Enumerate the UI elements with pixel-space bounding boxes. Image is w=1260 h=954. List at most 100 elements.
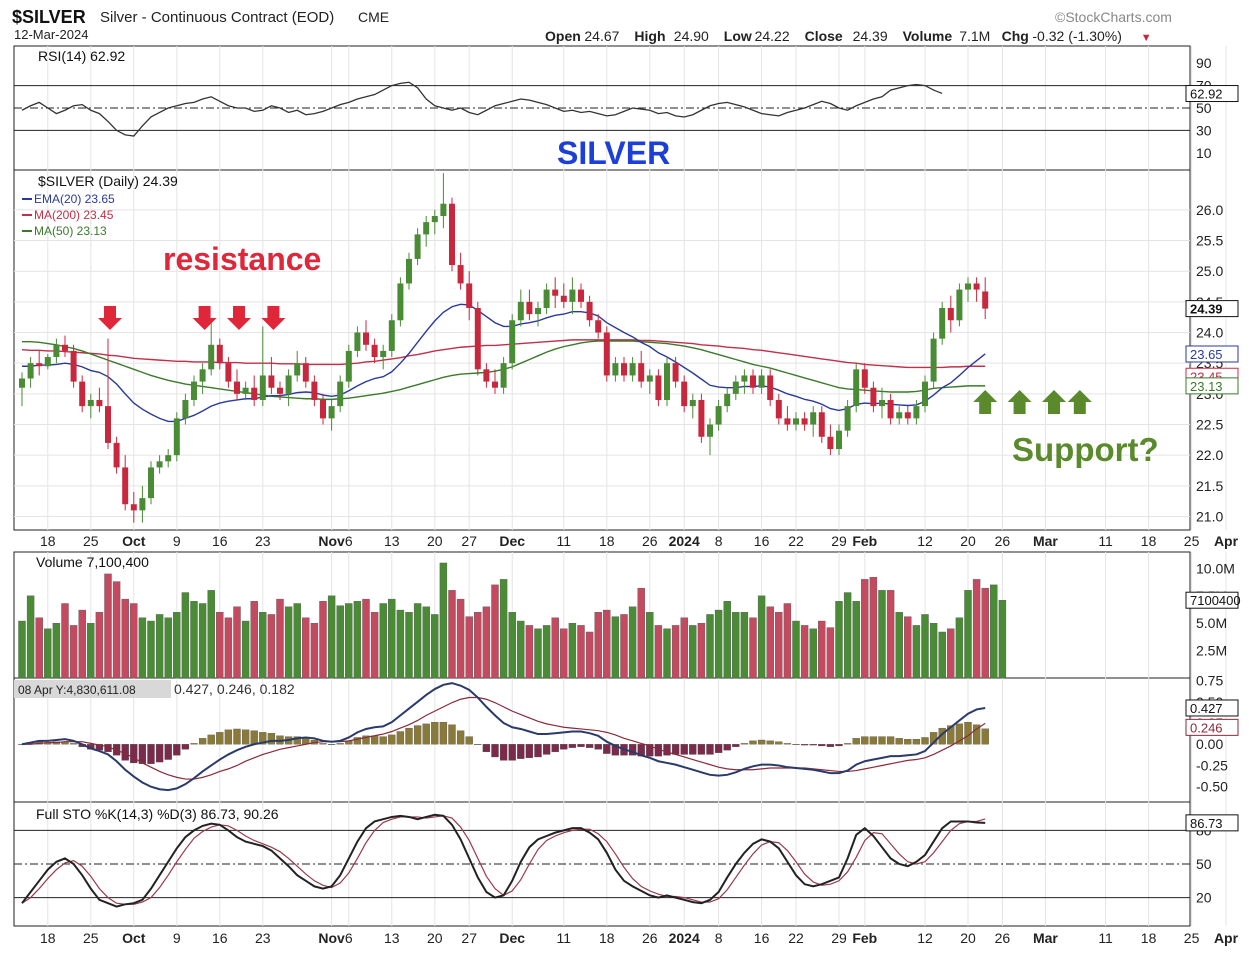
volume-bar [671, 625, 680, 679]
candle-body [638, 363, 645, 382]
volume-bar [534, 628, 542, 679]
volume-bar [138, 617, 147, 679]
candle-body [578, 289, 584, 302]
x-tick-label: Feb [852, 533, 877, 549]
exchange-text: CME [358, 9, 389, 25]
candle-body [913, 406, 920, 419]
volume-bar [26, 595, 35, 679]
stochastic-title: Full STO %K(14,3) %D(3) 86.73, 90.26 [36, 806, 279, 822]
volume-bar [886, 590, 895, 679]
candle-body [320, 399, 326, 419]
candle-body [302, 363, 309, 382]
candle-body [354, 332, 361, 351]
rsi-tick-label: 10 [1196, 145, 1212, 161]
candle-body [973, 283, 980, 290]
x-tick-label: 11 [557, 930, 572, 946]
volume-bar [370, 612, 379, 679]
candle-body [724, 393, 731, 407]
candle-body [139, 498, 146, 511]
candle-body [586, 301, 593, 321]
rsi-title: RSI(14) 62.92 [38, 48, 125, 64]
macd-histogram-bar [499, 744, 508, 761]
candle-body [750, 375, 756, 388]
volume-bar [714, 609, 723, 679]
price-title: $SILVER (Daily) 24.39 [38, 173, 178, 189]
candle-body [199, 369, 206, 382]
volume-bar [972, 579, 981, 679]
x-tick-label: 20 [427, 533, 443, 549]
volume-bar [173, 612, 181, 679]
volume-bar [422, 606, 430, 679]
candle-body [698, 399, 705, 437]
volume-title: Volume 7,100,400 [36, 554, 149, 570]
candle-body [268, 375, 275, 388]
candle-body [603, 332, 610, 376]
x-tick-label: 16 [754, 930, 770, 946]
x-tick-label: 26 [642, 930, 658, 946]
x-tick-label: 8 [715, 533, 723, 549]
x-tick-label: 18 [599, 533, 615, 549]
candle-body [87, 399, 94, 407]
macd-histogram-bar [921, 737, 929, 745]
x-tick-label: 18 [599, 930, 615, 946]
candle-body [44, 357, 51, 367]
macd-histogram-bar [241, 729, 250, 745]
rsi-tick-label: 30 [1196, 122, 1212, 138]
candle-body [380, 350, 387, 358]
stat-value-close: 24.39 [853, 28, 888, 44]
silver-label: SILVER [557, 135, 670, 171]
ma50-flag: 23.13 [1190, 379, 1223, 394]
volume-bar [310, 623, 319, 679]
volume-bar [749, 617, 757, 679]
volume-tick-label: 5.0M [1196, 615, 1227, 631]
candle-body [165, 455, 172, 462]
volume-bar [233, 606, 241, 679]
x-tick-label: 23 [255, 930, 271, 946]
volume-bar [405, 612, 413, 679]
stat-label-low: Low [724, 28, 752, 44]
candle-body [130, 504, 137, 511]
candle-body [879, 399, 885, 407]
candle-body [922, 381, 928, 407]
candle-body [947, 307, 954, 321]
candle-body [79, 381, 86, 407]
candle-body [793, 418, 799, 425]
macd-histogram-bar [886, 736, 895, 745]
x-tick-label: 20 [960, 930, 976, 946]
support-arrow-icon [1067, 390, 1092, 414]
candle-body [664, 363, 670, 400]
candle-body [767, 375, 774, 400]
macd-histogram-bar [680, 744, 688, 755]
watermark: ©StockCharts.com [1055, 9, 1172, 25]
price-tick-label: 26.0 [1196, 202, 1223, 218]
x-tick-label: 23 [255, 533, 271, 549]
macd-histogram-bar [267, 733, 276, 745]
volume-bar [87, 623, 95, 679]
macd-line [21, 682, 986, 792]
stat-value-high: 24.90 [674, 28, 709, 44]
macd-histogram-bar [431, 722, 439, 745]
volume-bar [224, 617, 233, 679]
candle-body [122, 467, 129, 505]
candle-body [552, 289, 559, 296]
macd-histogram-bar [800, 744, 809, 746]
x-tick-label: 18 [1141, 533, 1157, 549]
macd-histogram-bar [611, 744, 620, 756]
macd-histogram-bar [818, 744, 826, 747]
macd-last-flag: 0.427 [1190, 701, 1223, 716]
volume-bar [904, 616, 912, 679]
x-tick-label: Dec [499, 533, 525, 549]
volume-bar [465, 616, 473, 679]
x-tick-label: 20 [427, 930, 443, 946]
candle-body [388, 320, 395, 351]
macd-histogram-bar [379, 736, 387, 745]
volume-bar [594, 612, 602, 679]
volume-bar [293, 603, 301, 679]
volume-bar [207, 590, 215, 679]
x-tick-label: 16 [212, 930, 228, 946]
volume-bar [147, 620, 155, 679]
volume-bar [104, 573, 112, 679]
macd-histogram-bar [259, 732, 267, 745]
macd-histogram-bar [534, 744, 542, 758]
